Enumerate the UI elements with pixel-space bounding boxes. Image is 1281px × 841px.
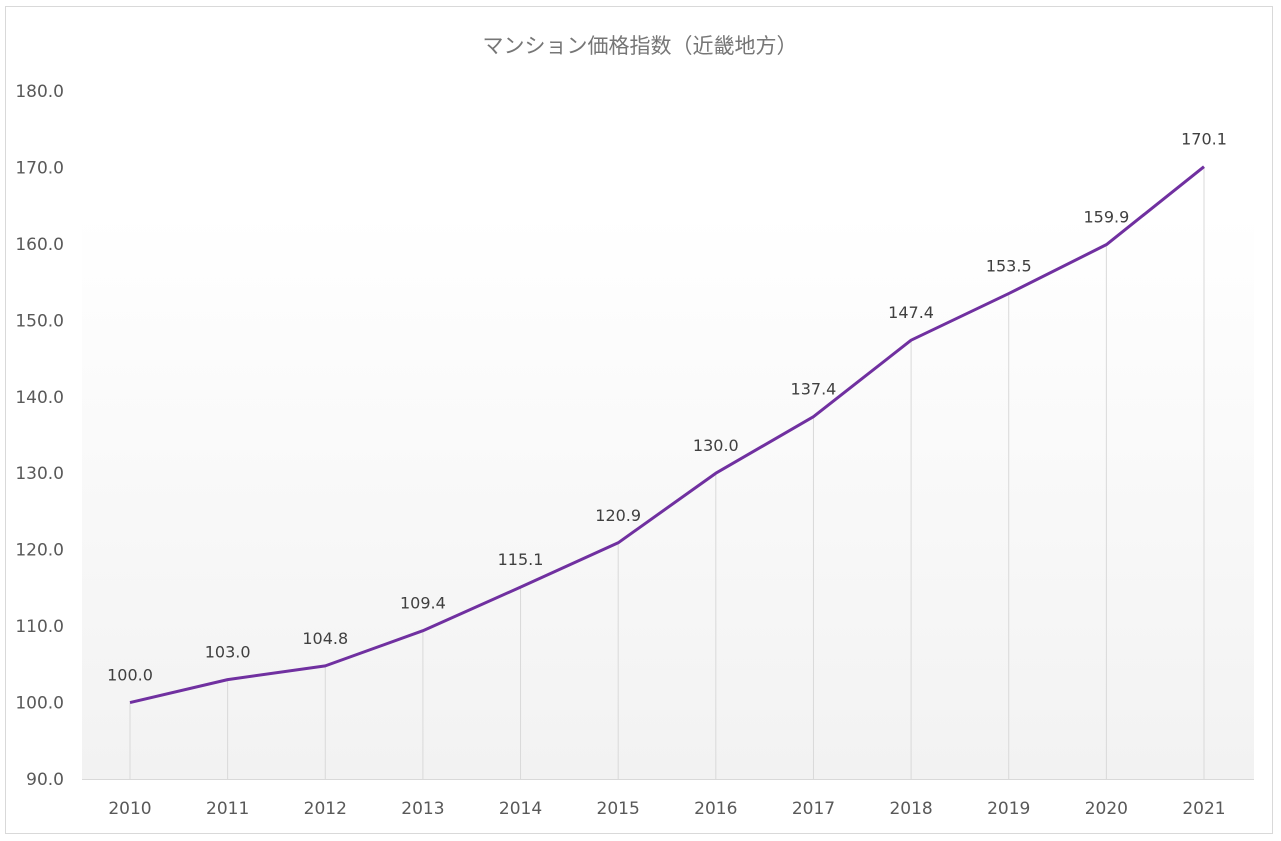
x-tick-label: 2019 (987, 799, 1030, 819)
data-label: 170.1 (1181, 130, 1227, 149)
series-line (129, 165, 1205, 705)
y-tick-label: 140.0 (15, 388, 64, 408)
data-label: 137.4 (791, 380, 837, 399)
y-tick-label: 100.0 (15, 694, 64, 714)
x-tick-label: 2018 (889, 799, 932, 819)
x-tick-label: 2011 (206, 799, 249, 819)
data-label: 147.4 (888, 303, 934, 322)
x-tick-label: 2012 (304, 799, 347, 819)
data-label: 120.9 (595, 506, 641, 525)
data-label: 153.5 (986, 257, 1032, 276)
data-label: 130.0 (693, 436, 739, 455)
y-tick-label: 90.0 (26, 770, 64, 790)
y-tick-label: 170.0 (15, 158, 64, 178)
x-tick-label: 2014 (499, 799, 542, 819)
x-tick-label: 2017 (792, 799, 835, 819)
data-label: 104.8 (302, 629, 348, 648)
data-labels: 100.0 103.0 104.8 109.4 115.1 120.9 130.0 137.4… (107, 130, 1227, 685)
x-tick-label: 2013 (401, 799, 444, 819)
x-tick-label: 2010 (108, 799, 151, 819)
x-tick-label: 2016 (694, 799, 737, 819)
y-tick-label: 120.0 (15, 541, 64, 561)
x-tick-label: 2015 (597, 799, 640, 819)
x-tick-label: 2020 (1085, 799, 1128, 819)
y-tick-label: 180.0 (15, 82, 64, 102)
chart-title: マンション価格指数（近畿地方） (483, 34, 798, 58)
y-tick-label: 160.0 (15, 235, 64, 255)
data-label: 159.9 (1083, 208, 1129, 227)
y-tick-label: 150.0 (15, 311, 64, 331)
y-tick-label: 130.0 (15, 464, 64, 484)
data-label: 103.0 (205, 643, 251, 662)
x-tick-label: 2021 (1182, 799, 1225, 819)
drop-lines (129, 166, 1205, 779)
data-label: 109.4 (400, 594, 446, 613)
plot-area (82, 213, 1254, 779)
y-tick-label: 110.0 (15, 617, 64, 637)
x-axis-ticks: 2010 2011 2012 2013 2014 2015 2016 2017 2018 2019… (108, 799, 1225, 819)
y-axis-ticks: 90.0 100.0 110.0 120.0 130.0 140.0 150.0 160.0 1… (15, 82, 64, 790)
data-label: 115.1 (498, 550, 544, 569)
data-label: 100.0 (107, 666, 153, 685)
